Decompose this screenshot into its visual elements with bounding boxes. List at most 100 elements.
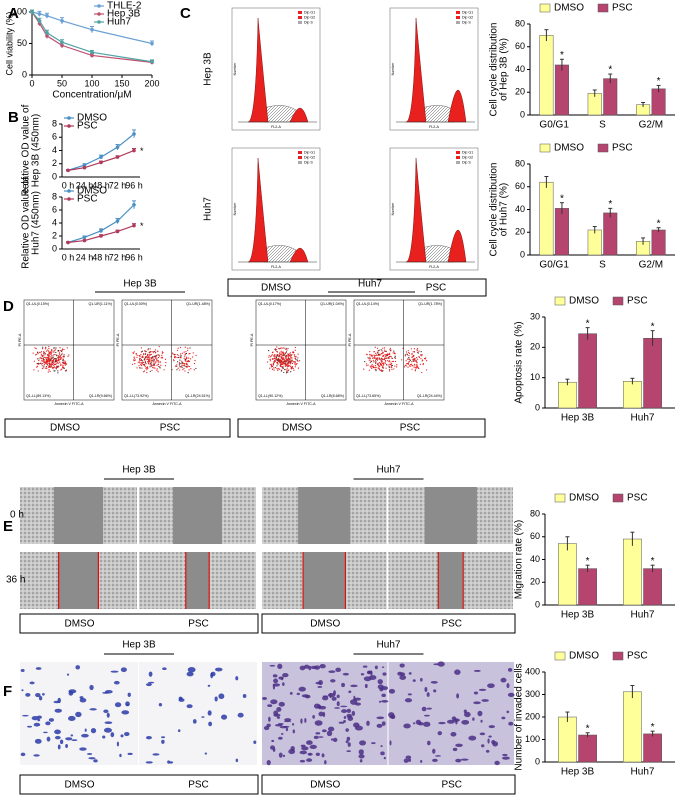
event-dot [38,358,40,360]
event-dot [43,352,45,354]
data-point [150,59,154,64]
invaded-cell [283,720,292,723]
column-box [261,774,516,795]
invaded-cell [87,753,93,755]
event-dot [153,359,155,361]
event-dot [184,355,186,357]
invaded-cell [485,749,490,753]
quadrant-label: Q1-UL(0.00%) [124,302,147,306]
event-dot [67,355,69,357]
panel-label: C [180,5,191,22]
event-dot [393,350,395,352]
event-dot [276,346,278,348]
event-dot [282,357,284,360]
data-point [60,40,64,45]
event-dot [276,354,278,356]
event-dot [394,352,396,354]
event-dot [43,351,45,353]
invaded-cell [42,692,45,696]
event-dot [391,366,393,369]
event-dot [147,353,149,355]
event-dot [154,367,156,369]
column-label: DMSO [50,423,80,434]
event-dot [268,354,270,357]
invaded-cell [145,736,152,740]
event-dot [60,364,62,366]
event-dot [141,362,143,364]
event-dot [131,363,134,365]
g1-peak [405,17,427,123]
event-dot [287,353,289,355]
event-dot [268,356,270,358]
invaded-cell [126,704,129,706]
legend-label: DMSO [554,143,584,154]
legend-label: Hep 3B [107,9,141,20]
event-dot [288,353,290,355]
event-dot [375,358,377,360]
event-dot [181,364,183,366]
event-dot [405,363,408,365]
invaded-cell [43,731,48,734]
y-tick-label: 100 [12,6,27,16]
legend-swatch [298,161,302,164]
invaded-cell [215,667,223,672]
invaded-cell [423,721,431,727]
event-dot [57,360,59,362]
event-dot [62,366,64,368]
event-dot [285,363,287,365]
invaded-cell [54,708,62,713]
invaded-cell [507,667,513,672]
event-dot [184,353,187,355]
invaded-cell [383,756,386,760]
column-label: DMSO [65,780,95,791]
event-dot [156,359,158,361]
invaded-cell [81,733,89,738]
event-dot [186,356,188,358]
event-dot [188,357,190,359]
column-label: PSC [426,283,447,294]
event-dot [284,357,286,359]
invaded-cell [480,719,483,723]
event-dot [36,366,38,368]
event-dot [53,347,55,349]
invaded-cell [381,700,389,703]
y-axis-label: of Huh7 (%) [499,183,510,236]
event-dot [403,366,406,368]
event-dot [149,352,151,354]
invaded-cell [481,699,489,702]
event-dot [42,354,44,356]
event-dot [33,360,36,362]
event-dot [159,361,161,363]
event-dot [297,360,299,362]
invaded-cell [48,718,55,722]
event-dot [380,361,382,363]
legend-swatch [597,3,609,13]
event-dot [45,366,47,368]
event-dot [416,357,418,359]
data-point [150,41,154,46]
cell-sheet [139,487,173,544]
event-dot [181,360,183,362]
event-dot [385,350,387,352]
invaded-cell [473,669,481,672]
invaded-cell [214,696,218,702]
invaded-cell [204,752,208,755]
event-dot [279,361,281,363]
x-tick-label: Huh7 [631,413,655,424]
event-dot [291,359,293,361]
event-dot [290,357,292,359]
event-dot [275,359,278,361]
event-dot [51,366,53,368]
axis-label: Annexin V FITC-A [153,402,183,406]
event-dot [49,351,51,354]
invaded-cell [359,740,367,746]
event-dot [186,360,188,362]
event-dot [63,354,65,356]
event-dot [270,356,272,358]
event-dot [286,355,289,357]
y-tick-label: 100 [525,734,540,744]
invaded-cell [388,712,395,718]
g2-peak [447,229,467,263]
y-tick-label: 20 [515,227,525,237]
y-axis-label: Apoptosis rate (%) [514,321,525,403]
